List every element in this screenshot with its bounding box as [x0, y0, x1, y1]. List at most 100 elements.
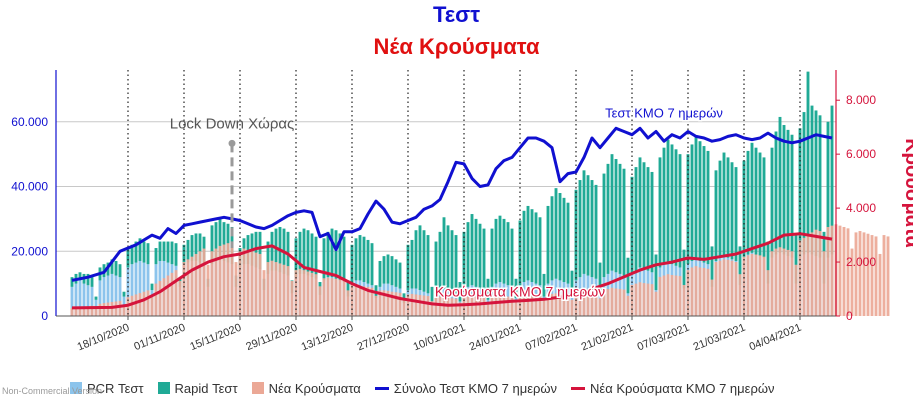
bar-cases — [514, 301, 518, 316]
bar-cases — [146, 290, 150, 316]
bar-cases — [186, 259, 190, 316]
bar-rapid — [722, 152, 726, 257]
bar-cases — [762, 256, 766, 316]
bar-cases — [486, 301, 490, 316]
bar-pcr — [78, 280, 82, 316]
bar-cases — [642, 283, 646, 316]
bar-rapid — [598, 262, 602, 295]
bar-rapid — [606, 163, 610, 274]
bar-rapid — [390, 256, 394, 286]
bar-cases — [698, 267, 702, 316]
bar-pcr — [98, 280, 102, 316]
bar-rapid — [110, 259, 114, 274]
bar-cases — [658, 276, 662, 316]
bar-rapid — [610, 154, 614, 271]
bar-cases — [506, 296, 510, 316]
bar-rapid — [590, 180, 594, 278]
legend-swatch-tests-ma — [374, 386, 389, 390]
bar-cases — [690, 267, 694, 316]
bar-rapid — [314, 236, 318, 279]
bar-cases — [302, 270, 306, 316]
bar-cases — [714, 262, 718, 316]
bar-rapid — [778, 116, 782, 253]
bar-cases — [206, 264, 210, 316]
bar-rapid — [758, 152, 762, 257]
bar-rapid — [586, 175, 590, 276]
x-tick-label: 13/12/2020 — [300, 322, 356, 354]
bar-cases — [686, 270, 690, 316]
bar-cases — [734, 262, 738, 316]
bar-cases — [418, 294, 422, 316]
bar-cases — [650, 284, 654, 316]
bar-rapid — [158, 241, 162, 261]
bar-rapid — [310, 233, 314, 278]
bar-rapid — [426, 235, 430, 294]
legend-item-cases[interactable]: Νέα Κρούσματα — [251, 380, 361, 396]
y-left-tick-label: 40.000 — [11, 180, 48, 194]
bar-pcr — [138, 260, 142, 316]
legend-item-rapid[interactable]: Rapid Τεστ — [157, 381, 238, 396]
bar-rapid — [414, 230, 418, 289]
legend-item-pcr[interactable]: PCR Τεστ — [70, 381, 144, 396]
legend-item-cases-ma[interactable]: Νέα Κρούσματα ΚΜΟ 7 ημερών — [571, 380, 775, 396]
bar-rapid — [802, 112, 806, 255]
x-tick-label: 27/12/2020 — [356, 322, 412, 354]
bar-cases — [266, 262, 270, 316]
bar-pcr — [114, 275, 118, 316]
x-tick-label: 10/01/2021 — [412, 322, 468, 354]
bar-cases — [874, 236, 878, 316]
bar-rapid — [94, 296, 98, 300]
legend-item-tests-ma[interactable]: Σύνολο Τεστ ΚΜΟ 7 ημερών — [374, 381, 557, 396]
bar-rapid — [422, 230, 426, 292]
bar-rapid — [514, 278, 518, 299]
bar-rapid — [750, 142, 754, 253]
legend-swatch-rapid — [157, 382, 170, 394]
y-right-tick-label: 4.000 — [846, 201, 876, 215]
bar-cases — [786, 249, 790, 316]
bar-cases — [334, 278, 338, 316]
bar-rapid — [466, 222, 470, 287]
bar-rapid — [710, 246, 714, 287]
bar-cases — [562, 294, 566, 316]
lockdown-point — [228, 139, 236, 147]
bar-rapid — [642, 162, 646, 270]
bar-rapid — [650, 171, 654, 273]
bar-rapid — [170, 241, 174, 265]
bar-cases — [222, 244, 226, 316]
bar-cases — [550, 293, 554, 316]
bar-cases — [614, 288, 618, 316]
bar-rapid — [114, 260, 118, 276]
bar-rapid — [526, 205, 530, 281]
bar-rapid — [266, 241, 270, 274]
bar-cases — [254, 252, 258, 316]
bar-cases — [862, 232, 866, 316]
bar-cases — [442, 297, 446, 316]
bar-cases — [538, 295, 542, 316]
bar-rapid — [746, 150, 750, 255]
bar-cases — [454, 298, 458, 316]
bar-rapid — [434, 241, 438, 294]
bar-cases — [766, 270, 770, 316]
bar-cases — [194, 253, 198, 316]
legend-label-cases-ma: Νέα Κρούσματα ΚΜΟ 7 ημερών — [590, 380, 775, 396]
lockdown-annotation: Lock Down Χώρας — [170, 115, 295, 132]
bar-pcr — [74, 283, 78, 316]
bar-cases — [290, 280, 294, 316]
bar-cases — [746, 255, 750, 316]
bar-cases — [782, 248, 786, 316]
bar-rapid — [726, 157, 730, 258]
bar-rapid — [682, 249, 686, 289]
bar-rapid — [658, 157, 662, 268]
legend-label-cases: Νέα Κρούσματα — [268, 380, 361, 396]
bar-rapid — [78, 272, 82, 281]
bar-rapid — [370, 243, 374, 286]
bar-rapid — [490, 228, 494, 287]
bar-rapid — [538, 217, 542, 286]
bar-rapid — [210, 225, 214, 265]
x-tick-label: 18/10/2020 — [76, 322, 132, 354]
bar-pcr — [134, 262, 138, 316]
x-tick-label: 29/11/2020 — [244, 322, 299, 353]
legend-swatch-pcr — [70, 382, 82, 394]
x-tick-label: 15/11/2020 — [188, 322, 243, 353]
bar-cases — [298, 268, 302, 316]
